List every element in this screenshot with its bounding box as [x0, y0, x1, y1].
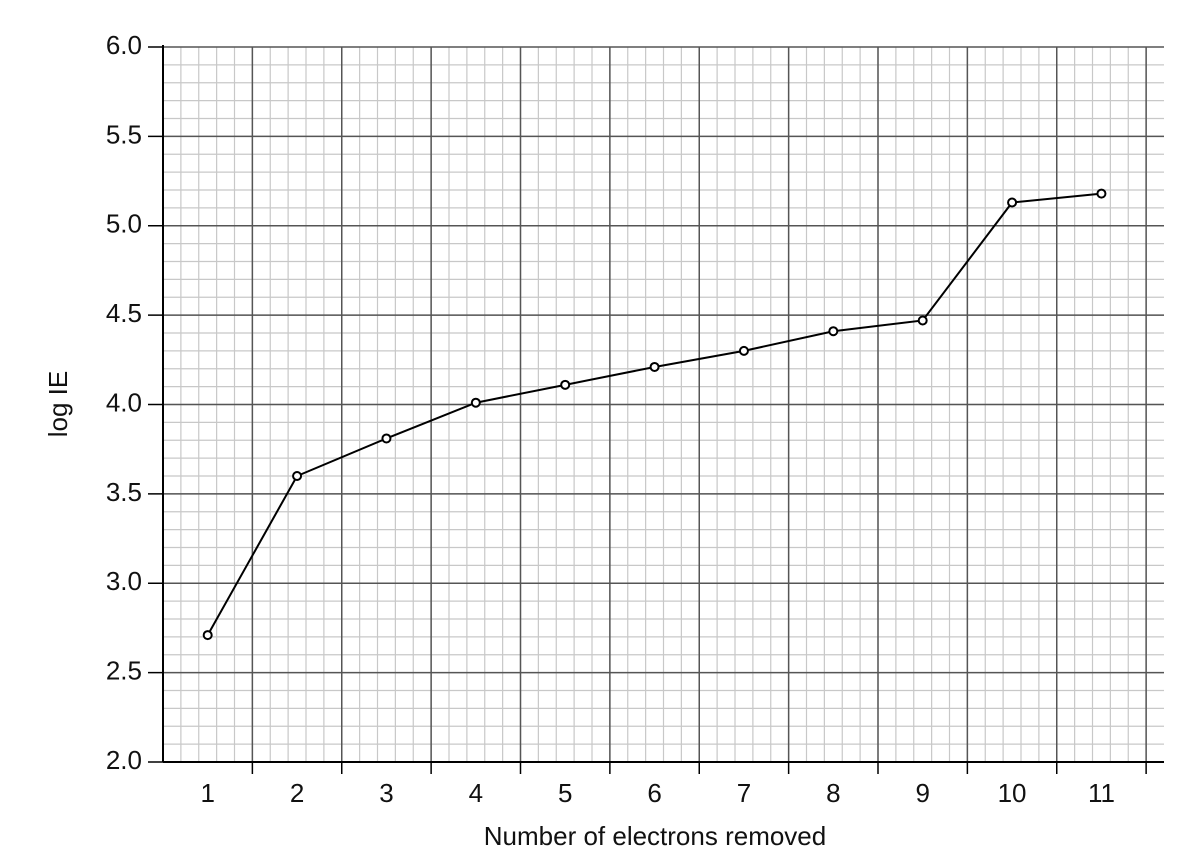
- x-tick-label: 7: [737, 778, 751, 808]
- x-tick-label: 10: [998, 778, 1027, 808]
- data-point: [381, 433, 392, 444]
- y-tick-label: 5.5: [106, 119, 142, 149]
- x-tick-label: 11: [1088, 778, 1115, 808]
- data-point: [649, 361, 660, 372]
- data-point: [828, 326, 839, 337]
- x-tick-label: 5: [558, 778, 572, 808]
- x-tick-label: 2: [290, 778, 304, 808]
- y-tick-label: 4.0: [106, 387, 142, 417]
- y-tick-label: 3.5: [106, 477, 142, 507]
- y-tick-label: 2.0: [106, 745, 142, 775]
- x-tick-label: 6: [647, 778, 661, 808]
- y-tick-label: 4.5: [106, 298, 142, 328]
- x-tick-label: 3: [379, 778, 393, 808]
- data-point: [202, 630, 213, 641]
- x-tick-label: 1: [200, 778, 214, 808]
- data-point: [917, 315, 928, 326]
- y-tick-label: 3.0: [106, 566, 142, 596]
- x-tick-label: 8: [826, 778, 840, 808]
- x-tick-label: 4: [469, 778, 483, 808]
- y-axis-title: log IE: [43, 371, 73, 438]
- data-point: [560, 379, 571, 390]
- x-tick-label: 9: [915, 778, 929, 808]
- y-tick-label: 6.0: [106, 30, 142, 60]
- y-tick-label: 2.5: [106, 656, 142, 686]
- data-point: [1096, 188, 1107, 199]
- y-tick-label: 5.0: [106, 209, 142, 239]
- data-point: [1007, 197, 1018, 208]
- data-point: [738, 345, 749, 356]
- x-axis-title: Number of electrons removed: [484, 821, 826, 851]
- data-point: [292, 471, 303, 481]
- data-point: [470, 397, 481, 408]
